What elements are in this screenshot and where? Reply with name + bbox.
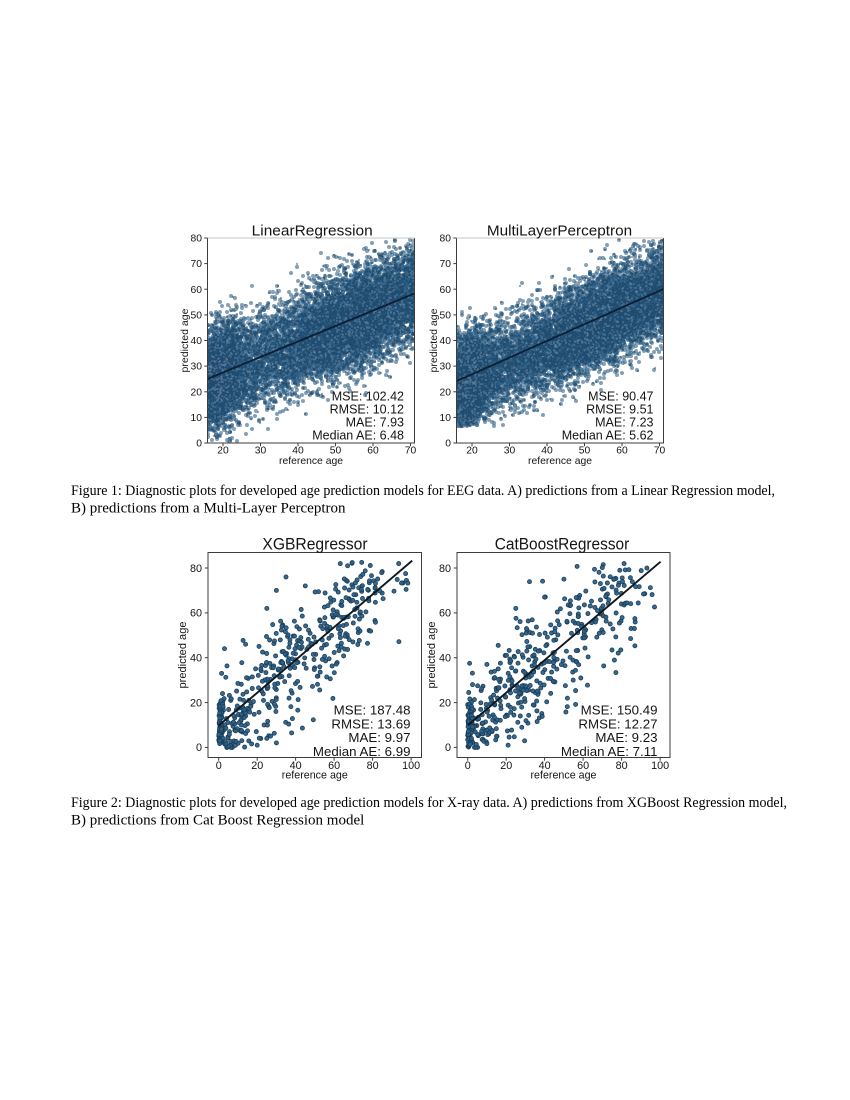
svg-text:reference age: reference age (528, 456, 592, 467)
svg-text:70: 70 (405, 445, 417, 456)
svg-text:MAE: 9.23: MAE: 9.23 (595, 730, 657, 745)
svg-text:Figure 2: Diagnostic plots for: Figure 2: Diagnostic plots for developed… (71, 795, 787, 811)
svg-text:50: 50 (330, 445, 342, 456)
svg-text:Median AE: 6.48: Median AE: 6.48 (312, 428, 404, 442)
svg-text:Median AE: 7.11: Median AE: 7.11 (561, 744, 658, 759)
svg-text:60: 60 (440, 285, 452, 296)
svg-text:MultiLayerPerceptron: MultiLayerPerceptron (487, 223, 632, 240)
svg-text:60: 60 (190, 608, 202, 620)
svg-text:20: 20 (251, 760, 263, 772)
svg-text:0: 0 (465, 760, 471, 772)
svg-text:80: 80 (439, 563, 451, 575)
svg-text:70: 70 (440, 259, 452, 270)
svg-text:80: 80 (367, 760, 379, 772)
svg-text:Median AE: 6.99: Median AE: 6.99 (313, 744, 411, 759)
svg-text:20: 20 (439, 697, 451, 709)
svg-text:80: 80 (191, 234, 203, 245)
svg-text:40: 40 (290, 760, 302, 772)
svg-text:100: 100 (651, 760, 669, 772)
svg-text:50: 50 (191, 311, 203, 322)
svg-text:30: 30 (440, 362, 452, 373)
svg-text:predicted age: predicted age (426, 622, 438, 689)
svg-text:20: 20 (190, 697, 202, 709)
svg-text:40: 40 (439, 653, 451, 665)
svg-text:reference age: reference age (279, 456, 343, 467)
svg-text:20: 20 (440, 387, 452, 398)
svg-text:0: 0 (445, 439, 451, 450)
svg-text:RMSE: 12.27: RMSE: 12.27 (578, 716, 657, 731)
svg-text:80: 80 (616, 760, 628, 772)
svg-text:B) predictions from Cat Boost: B) predictions from Cat Boost Regression… (71, 813, 364, 829)
svg-text:MAE: 7.23: MAE: 7.23 (595, 415, 653, 429)
svg-text:0: 0 (445, 742, 451, 754)
svg-text:50: 50 (440, 311, 452, 322)
svg-text:20: 20 (466, 445, 478, 456)
svg-text:60: 60 (367, 445, 379, 456)
svg-text:CatBoostRegressor: CatBoostRegressor (495, 536, 630, 554)
svg-text:10: 10 (191, 413, 203, 424)
svg-text:Median AE: 5.62: Median AE: 5.62 (562, 428, 654, 442)
svg-text:80: 80 (440, 234, 452, 245)
svg-text:MAE: 7.93: MAE: 7.93 (346, 415, 404, 429)
svg-text:60: 60 (577, 760, 589, 772)
svg-text:predicted age: predicted age (429, 308, 440, 372)
svg-text:100: 100 (402, 760, 420, 772)
svg-text:Figure 1: Diagnostic plots for: Figure 1: Diagnostic plots for developed… (71, 483, 775, 499)
svg-text:60: 60 (191, 285, 203, 296)
svg-text:70: 70 (654, 445, 666, 456)
svg-text:RMSE: 9.51: RMSE: 9.51 (586, 403, 653, 417)
svg-text:10: 10 (440, 413, 452, 424)
svg-text:30: 30 (191, 362, 203, 373)
svg-text:predicted age: predicted age (177, 622, 189, 689)
svg-text:reference age: reference age (531, 770, 597, 782)
svg-text:50: 50 (579, 445, 591, 456)
svg-text:MSE: 90.47: MSE: 90.47 (588, 390, 653, 404)
svg-text:MAE: 9.97: MAE: 9.97 (348, 730, 410, 745)
svg-text:60: 60 (439, 608, 451, 620)
svg-text:RMSE: 13.69: RMSE: 13.69 (331, 716, 410, 731)
svg-text:40: 40 (292, 445, 304, 456)
svg-text:MSE: 150.49: MSE: 150.49 (581, 703, 658, 718)
svg-text:20: 20 (500, 760, 512, 772)
svg-text:40: 40 (191, 336, 203, 347)
svg-text:0: 0 (196, 742, 202, 754)
svg-text:40: 40 (190, 653, 202, 665)
svg-text:RMSE: 10.12: RMSE: 10.12 (330, 403, 404, 417)
svg-text:20: 20 (191, 387, 203, 398)
svg-text:XGBRegressor: XGBRegressor (262, 536, 368, 554)
svg-text:70: 70 (191, 259, 203, 270)
svg-text:LinearRegression: LinearRegression (252, 223, 373, 240)
svg-text:60: 60 (616, 445, 628, 456)
svg-text:30: 30 (255, 445, 267, 456)
svg-text:0: 0 (196, 439, 202, 450)
svg-text:40: 40 (539, 760, 551, 772)
svg-text:40: 40 (541, 445, 553, 456)
svg-text:20: 20 (217, 445, 229, 456)
svg-text:40: 40 (440, 336, 452, 347)
svg-text:30: 30 (504, 445, 516, 456)
svg-text:reference age: reference age (282, 770, 348, 782)
svg-text:80: 80 (190, 563, 202, 575)
svg-text:60: 60 (328, 760, 340, 772)
svg-text:MSE: 102.42: MSE: 102.42 (332, 390, 404, 404)
svg-text:predicted age: predicted age (180, 308, 191, 372)
svg-text:B) predictions from a Multi-La: B) predictions from a Multi-Layer Percep… (71, 501, 346, 517)
svg-text:0: 0 (216, 760, 222, 772)
svg-text:MSE: 187.48: MSE: 187.48 (334, 703, 411, 718)
